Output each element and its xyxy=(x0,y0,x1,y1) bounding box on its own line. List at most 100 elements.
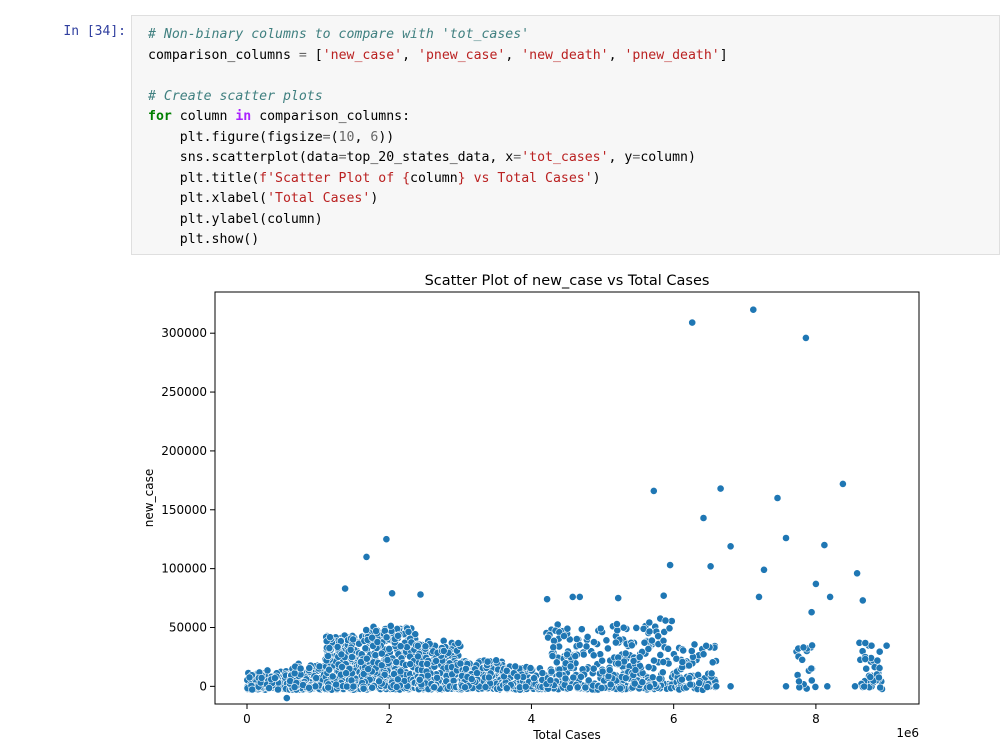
scatter-point xyxy=(596,624,605,633)
scatter-point xyxy=(385,644,393,653)
code-token: 'new_case' xyxy=(322,47,403,63)
scatter-point xyxy=(561,674,570,683)
scatter-point xyxy=(394,631,402,640)
scatter-point xyxy=(726,542,735,551)
scatter-point xyxy=(572,635,581,643)
scatter-point xyxy=(415,675,424,684)
scatter-point xyxy=(627,641,636,650)
code-cell-editor[interactable]: # Non-binary columns to compare with 'to… xyxy=(131,15,1000,255)
scatter-point xyxy=(393,675,402,684)
code-token: } xyxy=(457,170,466,186)
scatter-point xyxy=(808,641,816,650)
scatter-point xyxy=(311,682,320,691)
scatter-point xyxy=(596,650,605,659)
scatter-point xyxy=(685,661,693,670)
scatter-point xyxy=(375,677,383,686)
scatter-point xyxy=(402,643,411,652)
code-line: # Create scatter plots xyxy=(148,87,728,108)
code-token: 'Total Cases' xyxy=(267,191,371,206)
code-token: # Non-binary columns to compare with 'to… xyxy=(148,27,530,42)
scatter-point xyxy=(325,644,334,652)
scatter-point xyxy=(640,638,649,647)
scatter-point xyxy=(687,647,696,655)
code-token: ] xyxy=(719,47,728,63)
scatter-point xyxy=(598,667,607,676)
scatter-point xyxy=(406,660,415,668)
code-token: 'pnew_death' xyxy=(624,47,720,63)
scatter-point xyxy=(337,650,346,659)
scatter-point xyxy=(359,684,368,693)
scatter-point xyxy=(644,663,653,671)
scatter-point xyxy=(530,674,538,683)
scatter-point xyxy=(371,651,380,660)
scatter-point xyxy=(492,656,501,665)
scatter-point xyxy=(555,670,564,679)
scatter-point xyxy=(807,608,816,617)
scatter-point xyxy=(270,674,279,682)
scatter-point xyxy=(703,683,712,691)
scatter-point xyxy=(712,682,721,691)
scatter-point xyxy=(760,565,768,574)
code-line: plt.title(f'Scatter Plot of {column} vs … xyxy=(148,169,728,190)
code-token: { xyxy=(402,170,411,186)
scatter-point xyxy=(666,561,674,569)
scatter-point xyxy=(659,591,668,600)
scatter-point xyxy=(573,683,582,692)
code-line: # Non-binary columns to compare with 'to… xyxy=(148,25,728,46)
scatter-point xyxy=(679,646,688,655)
scatter-point xyxy=(324,652,332,660)
scatter-point xyxy=(799,643,808,652)
scatter-point xyxy=(414,652,422,661)
code-line: plt.show() xyxy=(148,230,728,251)
scatter-point xyxy=(660,627,669,636)
y-tick-label: 200000 xyxy=(161,444,207,458)
scatter-point xyxy=(820,541,829,549)
scatter-point xyxy=(382,535,391,544)
scatter-point xyxy=(658,668,667,677)
scatter-point xyxy=(645,618,654,627)
scatter-point xyxy=(432,656,440,665)
scatter-point xyxy=(858,596,867,605)
scatter-point xyxy=(616,684,625,693)
scatter-point xyxy=(362,552,371,561)
scatter-point xyxy=(364,665,373,673)
scatter-point xyxy=(661,616,670,625)
scatter-point xyxy=(550,636,558,645)
scatter-point xyxy=(326,633,334,642)
scatter-point xyxy=(380,626,389,635)
code-token: for xyxy=(148,109,172,124)
code-text[interactable]: # Non-binary columns to compare with 'to… xyxy=(148,25,728,251)
code-token: , xyxy=(505,47,522,63)
scatter-point xyxy=(706,562,715,571)
code-token: column xyxy=(171,109,236,124)
scatter-point xyxy=(648,636,656,645)
scatter-point xyxy=(502,684,511,693)
code-token: vs Total Cases' xyxy=(465,170,593,186)
cell-prompt: In [34]: xyxy=(63,24,126,39)
scatter-point xyxy=(341,584,349,593)
y-axis-label: new_case xyxy=(142,469,156,527)
scatter-point xyxy=(812,579,820,588)
scatter-point xyxy=(650,656,658,665)
scatter-point xyxy=(621,674,630,682)
scatter-point xyxy=(645,683,654,691)
axis-ticks: 0 2 4 6 8 0 50000 100000 150000 200000 250000 30000… xyxy=(161,326,820,726)
scatter-point xyxy=(560,632,568,640)
scatter-point xyxy=(265,684,273,692)
scatter-point xyxy=(851,682,859,691)
scatter-point xyxy=(569,673,578,682)
code-token: = xyxy=(338,150,347,165)
scatter-point xyxy=(664,644,672,653)
scatter-point xyxy=(372,627,380,635)
scatter-point xyxy=(630,679,639,688)
scatter-point xyxy=(548,652,557,660)
scatter-point xyxy=(605,666,614,674)
x-tick-label: 6 xyxy=(670,712,678,726)
scatter-point xyxy=(342,682,351,691)
scatter-point xyxy=(798,655,807,664)
scatter-point xyxy=(368,683,377,692)
scatter-point xyxy=(377,649,386,658)
code-token: = xyxy=(298,47,307,63)
scatter-point xyxy=(245,673,254,682)
scatter-point xyxy=(695,679,704,687)
